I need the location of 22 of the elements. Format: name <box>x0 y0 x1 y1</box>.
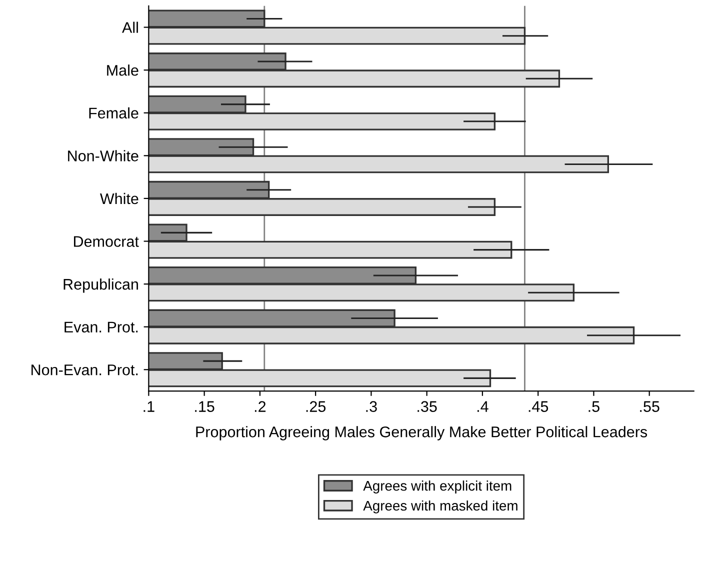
x-tick-label: .5 <box>588 401 600 412</box>
x-tick-label: .1 <box>144 401 154 412</box>
x-axis-title: Proportion Agreeing Males Generally Make Better Political Leaders <box>196 426 648 440</box>
y-tick-label: Male <box>107 64 138 76</box>
x-tick-label: .15 <box>195 401 214 412</box>
y-tick-label: All <box>122 22 138 33</box>
x-tick-label: .55 <box>640 401 660 412</box>
x-tick-label: .2 <box>254 401 266 412</box>
x-tick-label: .35 <box>418 401 437 412</box>
x-tick-label: .4 <box>477 401 488 412</box>
y-tick-label: Non-White <box>68 150 138 162</box>
y-tick-label: Evan. Prot. <box>64 322 138 333</box>
y-tick-label: White <box>100 192 138 204</box>
legend-label: Agrees with masked item <box>363 500 518 514</box>
y-tick-label: Female <box>89 107 138 119</box>
y-tick-label: Non-Evan. Prot. <box>32 364 138 376</box>
x-tick-label: .3 <box>366 401 377 412</box>
y-tick-label: Republican <box>64 278 138 293</box>
legend-label: Agrees with explicit item <box>363 480 512 494</box>
x-tick-label: .45 <box>528 401 548 412</box>
x-tick-label: .25 <box>306 401 326 412</box>
y-tick-label: Democrat <box>74 236 139 247</box>
